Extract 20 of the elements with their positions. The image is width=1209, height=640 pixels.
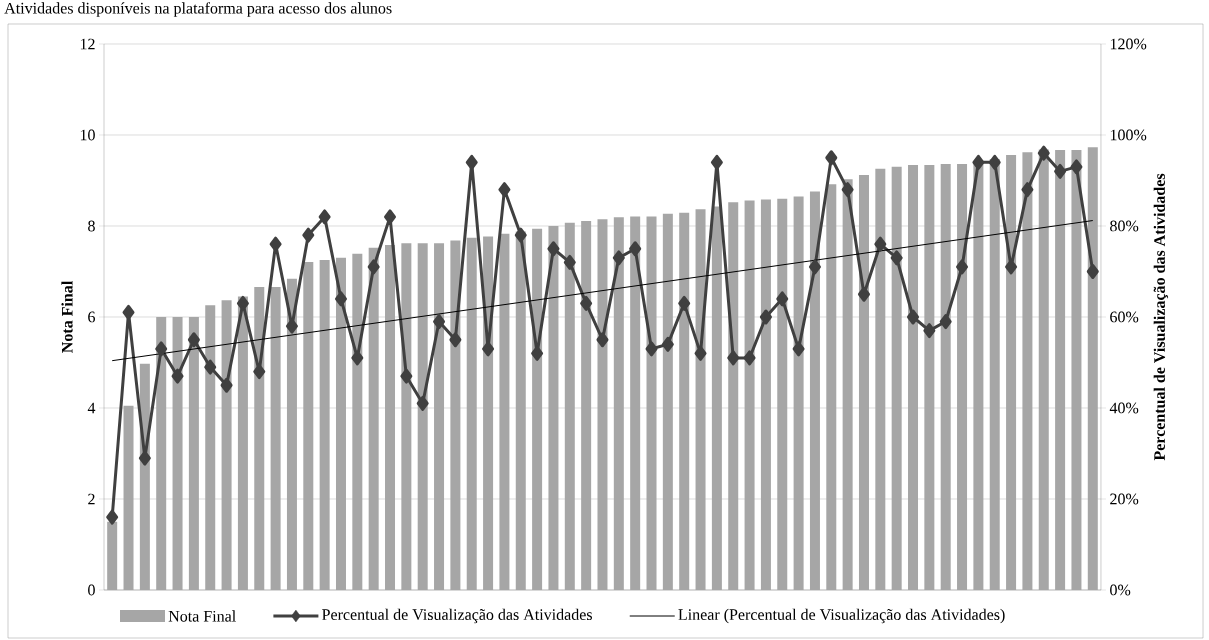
y-axis-title: Nota Final xyxy=(61,281,73,353)
y2-tick-label: 0% xyxy=(1110,584,1131,596)
chart-title: Atividades disponíveis na plataforma para acesso dos alunos xyxy=(4,2,392,17)
y-tick-label: 4 xyxy=(87,402,96,414)
y2-tick-label: 100% xyxy=(1110,129,1147,141)
y2-tick-label: 40% xyxy=(1109,402,1139,414)
y2-tick-label: 120% xyxy=(1110,38,1147,50)
y2-tick-label: 20% xyxy=(1110,493,1139,505)
y2-tick-label: 80% xyxy=(1110,220,1139,232)
y2-tick-label: 60% xyxy=(1110,311,1139,323)
legend-label: Linear (Percentual de Visualização das Atividades) xyxy=(678,608,1005,624)
legend-label: Percentual de Visualização das Atividades xyxy=(322,608,592,624)
y2-axis-title: Percentual de Visualização das Atividades xyxy=(1153,173,1169,461)
y-tick-label: 6 xyxy=(88,311,96,323)
y-tick-label: 12 xyxy=(80,38,95,50)
y-tick-label: 8 xyxy=(88,220,95,232)
y-tick-label: 10 xyxy=(80,129,95,141)
y-tick-label: 2 xyxy=(88,493,95,505)
legend-label: Nota Final xyxy=(168,610,236,622)
y-tick-label: 0 xyxy=(88,584,95,596)
